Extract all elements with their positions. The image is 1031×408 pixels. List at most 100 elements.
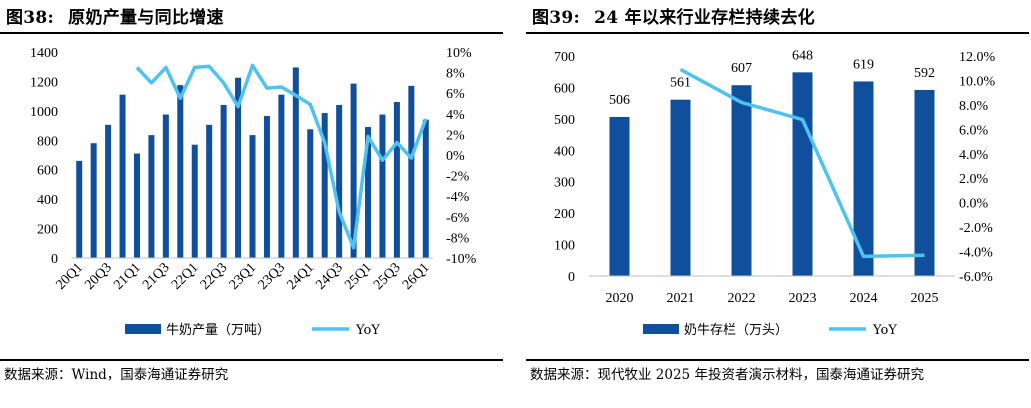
bar-data-label: 561 [670, 76, 691, 91]
x-tick-label: 24Q1 [284, 260, 317, 293]
figure-title: 图39: 24 年以来行业存栏持续去化 [532, 3, 815, 28]
milk-production-chart: 0 200 400 600 800 1000 1200 1400 10% 8% 6% 4% 2% 0% -2… [30, 46, 477, 338]
y-left-tick-label: 100 [554, 239, 575, 254]
y-right-tick-label: 12.0% [959, 50, 996, 65]
y-right-tick-label: -4.0% [959, 246, 993, 261]
x-tick-label: 22Q1 [169, 260, 202, 293]
bar-26Q1 [422, 119, 429, 258]
bar-data-label: 607 [731, 61, 752, 76]
y-right-tick-label: 6% [446, 87, 465, 102]
bar-23Q2 [263, 116, 270, 258]
y-right-tick-label: 8.0% [959, 99, 989, 114]
bar-2025 [914, 89, 935, 276]
figure-number: 图39: [532, 8, 581, 28]
x-tick-label: 26Q1 [400, 260, 433, 293]
x-tick-label: 24Q3 [313, 260, 346, 293]
bar-22Q4 [235, 77, 242, 258]
source-note: 数据来源：Wind，国泰海通证券研究 [4, 367, 229, 383]
legend-label-bar: 牛奶产量（万吨） [166, 323, 270, 338]
bar-25Q1 [365, 127, 372, 259]
y-left-tick-label: 400 [37, 193, 58, 208]
bar-20Q2 [90, 143, 97, 258]
bar-data-label: 506 [609, 93, 630, 108]
y-left-tick-label: 500 [554, 113, 575, 128]
bar-data-label: 592 [914, 66, 935, 81]
bar-20Q4 [119, 94, 126, 259]
dairy-herd-chart: 0 100 200 300 400 500 600 700 12.0% 10.0% 8.0% 6.0%… [554, 48, 996, 338]
y-right-tick-label: 6.0% [959, 123, 989, 138]
bar-25Q3 [393, 102, 400, 259]
legend-label-line: YoY [872, 323, 897, 338]
source-note: 数据来源：现代牧业 2025 年投资者演示材料，国泰海通证券研究 [530, 367, 924, 383]
legend-label-line: YoY [355, 323, 380, 338]
bar-20Q1 [76, 160, 83, 258]
top-rule [0, 32, 503, 34]
yoy-line [135, 63, 428, 250]
figure-title: 图38: 原奶产量与同比增速 [6, 3, 224, 28]
bar-23Q3 [278, 94, 285, 259]
y-right-tick-label: 2% [446, 128, 465, 143]
y-left-tick-label: 0 [51, 252, 58, 267]
y-left-tick-label: 700 [554, 50, 575, 65]
bar-22Q3 [220, 104, 227, 258]
legend-swatch-bar [643, 324, 679, 334]
x-tick-label: 25Q1 [342, 260, 375, 293]
x-tick-label: 21Q1 [111, 260, 144, 293]
y-left-tick-label: 600 [554, 81, 575, 96]
y-right-tick-label: -6.0% [959, 270, 993, 285]
y-left-tick-label: 300 [554, 176, 575, 191]
y-left-tick-label: 1000 [30, 105, 58, 120]
x-tick-label: 20Q1 [53, 260, 86, 293]
bar-24Q3 [336, 104, 343, 258]
figure-title-text: 24 年以来行业存栏持续去化 [594, 8, 815, 28]
y-right-tick-label: -2% [446, 170, 470, 185]
x-tick-label: 2021 [667, 291, 695, 306]
y-right-tick-label: 0% [446, 149, 465, 164]
y-left-tick-label: 600 [37, 164, 58, 179]
legend-swatch-bar [125, 324, 161, 334]
x-tick-label: 23Q1 [227, 260, 260, 293]
legend-label-bar: 奶牛存栏（万头） [684, 323, 788, 338]
bar-24Q1 [307, 129, 314, 258]
y-left-tick-label: 0 [568, 270, 575, 285]
x-tick-label: 2024 [850, 291, 878, 306]
y-right-tick-label: -4% [446, 190, 470, 205]
top-rule [526, 32, 1029, 34]
bar-2021 [670, 99, 691, 276]
y-left-tick-label: 400 [554, 144, 575, 159]
bar-2023 [792, 72, 813, 276]
y-left-tick-label: 200 [37, 223, 58, 238]
x-tick-label: 23Q3 [256, 260, 289, 293]
bar-21Q3 [162, 114, 169, 259]
bar-24Q2 [321, 113, 328, 258]
bar-25Q2 [379, 114, 386, 259]
y-right-tick-label: -8% [446, 231, 470, 246]
bar-2022 [731, 85, 752, 276]
y-right-tick-label: 10.0% [959, 74, 996, 89]
bar-23Q4 [292, 67, 299, 258]
y-left-tick-label: 1200 [30, 75, 58, 90]
y-right-tick-label: -2.0% [959, 221, 993, 236]
bottom-rule [526, 359, 1029, 361]
y-right-tick-label: 4% [446, 108, 465, 123]
bar-25Q4 [408, 85, 415, 258]
y-right-tick-label: 8% [446, 67, 465, 82]
y-right-tick-label: 0.0% [959, 197, 989, 212]
bar-22Q1 [191, 144, 198, 258]
x-tick-label: 20Q3 [82, 260, 115, 293]
figure-38: 图38: 原奶产量与同比增速 0 200 400 600 800 1000 1200 1400 1… [0, 0, 505, 408]
bar-21Q2 [148, 135, 155, 258]
bar-21Q4 [177, 85, 184, 258]
y-right-tick-label: 10% [446, 46, 472, 61]
bar-data-label: 648 [792, 48, 813, 63]
figure-39: 图39: 24 年以来行业存栏持续去化 0 100 200 300 400 500 600 70… [526, 0, 1031, 408]
x-tick-label: 2025 [911, 291, 939, 306]
x-tick-label: 2020 [606, 291, 634, 306]
bar-data-label: 619 [853, 57, 874, 72]
x-tick-label: 25Q3 [371, 260, 404, 293]
figure-number: 图38: [6, 8, 55, 28]
y-right-tick-label: 2.0% [959, 172, 989, 187]
figure-title-text: 原奶产量与同比增速 [68, 8, 224, 28]
bar-21Q1 [133, 153, 140, 258]
bar-2020 [609, 116, 630, 276]
